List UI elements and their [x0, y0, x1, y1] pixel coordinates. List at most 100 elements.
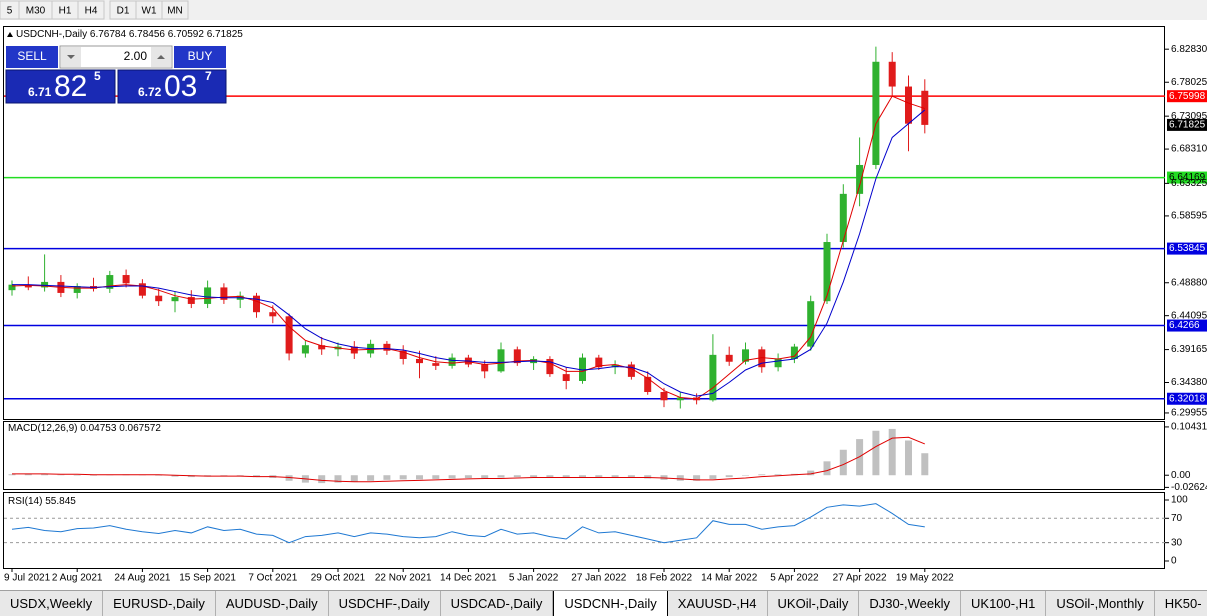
- y-tick-label: 6.29955: [1171, 408, 1207, 419]
- x-tick-label: 5 Jan 2022: [509, 573, 559, 584]
- macd-bar: [383, 475, 391, 480]
- open: 6.76784: [90, 29, 127, 40]
- x-tick-label: 19 May 2022: [896, 573, 954, 584]
- sell-label[interactable]: SELL: [17, 49, 47, 63]
- level-tag: [1167, 171, 1207, 184]
- macd-bar: [888, 428, 896, 476]
- symbol-tab[interactable]: USDCAD-,Daily: [441, 591, 554, 616]
- bid-sup: 5: [94, 69, 101, 83]
- symbol-tab[interactable]: XAUUSD-,H4: [668, 591, 768, 616]
- timeframe-label[interactable]: H1: [59, 6, 72, 17]
- macd-panel: [3, 421, 1165, 490]
- macd-bar: [334, 475, 342, 483]
- candle-body: [676, 397, 684, 401]
- macd-bar: [399, 475, 407, 480]
- macd-bar: [611, 475, 619, 478]
- symbol-tab[interactable]: UK100-,H1: [961, 591, 1047, 616]
- ask-box[interactable]: [117, 69, 227, 104]
- macd-bar: [905, 440, 912, 476]
- timeframe-button[interactable]: [161, 0, 189, 20]
- macd-bar: [693, 475, 701, 481]
- ask-sup: 7: [205, 69, 212, 83]
- collapse-icon: [7, 32, 13, 37]
- macd-bar: [513, 475, 521, 478]
- macd-bar: [416, 475, 423, 480]
- rsi-header: RSI(14) 55.845: [8, 496, 76, 507]
- bid-head: 6.71: [28, 85, 52, 99]
- symbol-tab[interactable]: DJ30-,Weekly: [859, 591, 962, 616]
- level-label: 6.4266: [1169, 320, 1200, 331]
- down-arrow: [67, 55, 75, 59]
- symbol-tab[interactable]: USDX,Weekly: [0, 591, 104, 616]
- timeframe-label[interactable]: M30: [26, 6, 46, 17]
- x-tick-label: 15 Sep 2021: [179, 573, 236, 584]
- candle-body: [253, 295, 260, 313]
- y-tick-label: 6.58595: [1171, 211, 1207, 222]
- symbol-tab[interactable]: USDCHF-,Daily: [329, 591, 441, 616]
- symbol-tab[interactable]: UKOil-,Daily: [768, 591, 860, 616]
- buy-label[interactable]: BUY: [188, 49, 213, 63]
- x-tick-label: 22 Nov 2021: [375, 573, 432, 584]
- up-arrow: [157, 55, 165, 59]
- candle-body: [725, 354, 733, 362]
- candle-body: [301, 345, 309, 354]
- macd-bar: [530, 475, 538, 478]
- candle-body: [790, 346, 798, 359]
- macd-bar: [171, 475, 179, 477]
- main-panel: [3, 26, 1165, 420]
- macd-bar: [579, 475, 586, 478]
- timeframe-label[interactable]: D1: [117, 6, 130, 17]
- y-tick-label: 6.48880: [1171, 277, 1207, 288]
- macd-bar: [481, 475, 489, 479]
- symbol-tab[interactable]: AUDUSD-,Daily: [216, 591, 329, 616]
- volume-value[interactable]: 2.00: [124, 49, 148, 63]
- macd-bar: [464, 475, 472, 479]
- candle-body: [8, 284, 16, 291]
- candle-body: [611, 364, 619, 368]
- rsi-value: 55.845: [45, 496, 76, 507]
- y-tick-label: 0.104313: [1171, 422, 1207, 433]
- buy-button[interactable]: [174, 46, 226, 68]
- rsi-line: [11, 503, 925, 544]
- macd-bar: [497, 475, 505, 478]
- candle-body: [383, 343, 391, 351]
- symbol-tab[interactable]: HK50-: [1155, 591, 1207, 616]
- timeframe-label[interactable]: H4: [85, 6, 98, 17]
- timeframe-label[interactable]: 5: [7, 6, 13, 17]
- candle-body: [204, 287, 212, 304]
- macd-bar: [155, 475, 163, 476]
- x-tick-label: 18 Feb 2022: [636, 573, 693, 584]
- timeframe-button[interactable]: [77, 0, 105, 20]
- x-tick-label: 14 Mar 2022: [701, 573, 758, 584]
- symbol-tab[interactable]: USDCNH-,Daily: [553, 591, 668, 616]
- sell-button[interactable]: [6, 46, 58, 68]
- timeframe-label[interactable]: MN: [167, 6, 183, 17]
- volume-input[interactable]: [59, 45, 173, 69]
- macd-bar: [725, 475, 733, 478]
- timeframe-label[interactable]: W1: [142, 6, 157, 17]
- candle-body: [513, 349, 521, 364]
- candle-body: [627, 364, 635, 377]
- level-tag: [1167, 242, 1207, 255]
- candle-body: [660, 391, 668, 401]
- macd-bar: [546, 475, 554, 478]
- low: 6.70592: [168, 29, 205, 40]
- rsi-panel: [3, 492, 1165, 569]
- candle-body: [41, 281, 49, 288]
- level-tag: [1167, 319, 1207, 332]
- y-tick-label: -0.026249: [1171, 482, 1207, 493]
- macd-bar: [562, 475, 570, 478]
- y-tick-label: 6.73095: [1171, 111, 1207, 122]
- signal-line: [12, 436, 925, 483]
- level-tag: [1167, 90, 1207, 103]
- macd-bar: [774, 474, 782, 476]
- macd-bar: [676, 475, 684, 481]
- bid-box[interactable]: [5, 69, 116, 104]
- symbol-tab[interactable]: USOil-,Monthly: [1046, 591, 1155, 616]
- x-tick-label: 27 Apr 2022: [833, 573, 887, 584]
- symbol-tab[interactable]: EURUSD-,Daily: [103, 591, 216, 616]
- macd-bar: [644, 475, 652, 479]
- candle-body: [807, 301, 815, 347]
- candle-body: [432, 363, 440, 366]
- toolbar: [0, 0, 1207, 20]
